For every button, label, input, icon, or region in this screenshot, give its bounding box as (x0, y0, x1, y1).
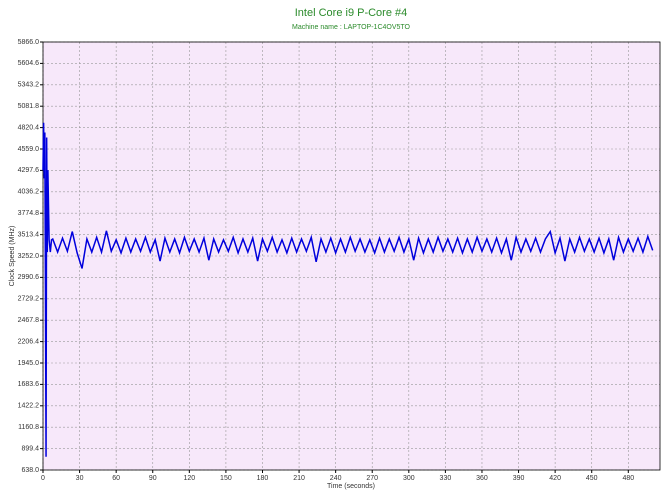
x-axis-label: Time (seconds) (327, 483, 375, 490)
y-tick-label: 899.4 (21, 445, 39, 452)
y-tick-label: 4036.2 (18, 189, 40, 196)
y-tick-label: 1160.8 (18, 424, 39, 431)
x-tick-label: 180 (257, 475, 269, 482)
x-tick-label: 480 (622, 475, 634, 482)
x-tick-label: 420 (549, 475, 561, 482)
y-tick-label: 4297.6 (18, 167, 40, 174)
chart-title: Intel Core i9 P-Core #4 (295, 7, 408, 19)
y-tick-label: 5081.8 (18, 103, 40, 110)
y-tick-label: 3774.8 (18, 210, 40, 217)
x-tick-label: 300 (403, 475, 415, 482)
x-tick-label: 390 (513, 475, 525, 482)
x-tick-label: 270 (366, 475, 378, 482)
y-tick-label: 2990.6 (18, 274, 40, 281)
y-tick-label: 2729.2 (18, 296, 40, 303)
y-tick-label: 3252.0 (18, 253, 40, 260)
y-tick-label: 5866.0 (18, 39, 40, 46)
y-tick-label: 2467.8 (18, 317, 40, 324)
x-tick-label: 60 (112, 475, 120, 482)
y-tick-label: 4820.4 (18, 124, 40, 131)
x-tick-label: 330 (440, 475, 452, 482)
data-line (42, 122, 654, 457)
y-tick-label: 638.0 (21, 467, 39, 474)
x-tick-label: 360 (476, 475, 488, 482)
x-tick-label: 450 (586, 475, 598, 482)
plot-frame (42, 41, 661, 471)
chart-subtitle: Machine name : LAPTOP-1C4OV5TO (292, 24, 411, 31)
y-tick-label: 5604.6 (18, 60, 40, 67)
x-tick-label: 120 (183, 475, 195, 482)
y-tick-label: 2206.4 (18, 338, 40, 345)
y-tick-label: 1683.6 (18, 381, 40, 388)
y-tick-label: 1945.0 (18, 360, 40, 367)
y-tick-label: 4559.0 (18, 146, 40, 153)
y-axis-label: Clock Speed (MHz) (9, 226, 16, 287)
x-tick-label: 150 (220, 475, 232, 482)
x-tick-label: 30 (76, 475, 84, 482)
x-tick-label: 90 (149, 475, 157, 482)
y-tick-label: 1422.2 (18, 403, 40, 410)
x-tick-label: 0 (41, 475, 45, 482)
x-tick-label: 210 (293, 475, 305, 482)
y-tick-label: 5343.2 (18, 82, 40, 89)
y-tick-label: 3513.4 (18, 231, 40, 238)
x-tick-label: 240 (330, 475, 342, 482)
